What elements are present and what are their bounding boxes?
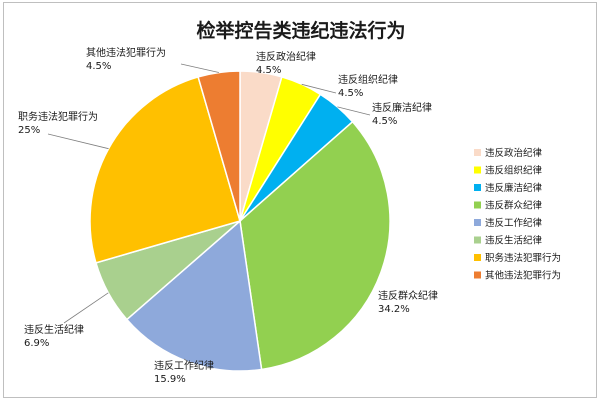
legend: 违反政治纪律违反组织纪律违反廉洁纪律违反群众纪律违反工作纪律违反生活纪律职务违法…: [474, 147, 561, 282]
legend-swatch: [474, 219, 481, 226]
legend-label: 违反群众纪律: [485, 200, 543, 212]
leader-lines: [47, 63, 371, 362]
data-label-value: 4.5%: [372, 116, 397, 127]
data-label-value: 15.9%: [154, 374, 186, 385]
legend-label: 其他违法犯罪行为: [485, 270, 561, 282]
legend-swatch: [474, 184, 481, 191]
data-labels: 违反政治纪律 4.5% 违反组织纪律 4.5% 违反廉洁纪律 4.5% 违反群众纪律 34.2…: [18, 46, 438, 385]
data-label-category: 违反工作纪律: [154, 359, 214, 372]
data-label-category: 违反生活纪律: [24, 323, 84, 336]
data-label-value: 6.9%: [24, 338, 49, 349]
legend-label: 违反工作纪律: [485, 217, 543, 229]
leader-line: [257, 71, 262, 73]
legend-swatch: [474, 236, 481, 244]
legend-label: 违反生活纪律: [485, 235, 543, 247]
pie-slices: [89, 70, 391, 372]
chart-title: 检举控告类违纪违法行为: [196, 19, 405, 42]
data-label-value: 34.2%: [378, 304, 410, 315]
leader-line: [337, 106, 371, 116]
data-label-category: 违反群众纪律: [378, 289, 438, 302]
legend-label: 违反组织纪律: [485, 165, 543, 177]
data-label-value: 4.5%: [86, 61, 111, 72]
legend-label: 职务违法犯罪行为: [485, 252, 561, 264]
legend-swatch: [474, 271, 481, 279]
leader-line: [180, 63, 219, 73]
data-label-category: 违反政治纪律: [256, 50, 316, 63]
leader-line: [47, 133, 109, 150]
data-label-value: 4.5%: [256, 65, 281, 76]
legend-swatch: [474, 254, 481, 261]
data-label-category: 违反组织纪律: [338, 73, 398, 86]
data-label-category: 其他违法犯罪行为: [86, 46, 166, 59]
data-label-value: 4.5%: [338, 88, 363, 99]
chart-frame: 检举控告类违纪违法行为 违反政治纪律 4.5% 违反组织纪律 4.5% 违反廉洁纪律 4.…: [3, 2, 597, 398]
leader-line: [183, 358, 189, 362]
data-label-category: 职务违法犯罪行为: [18, 110, 98, 123]
pie-slice: [239, 120, 391, 371]
legend-swatch: [474, 201, 481, 209]
legend-swatch: [474, 166, 481, 174]
data-label-category: 违反廉洁纪律: [372, 101, 432, 114]
leader-line: [63, 292, 109, 324]
data-label-value: 25%: [18, 125, 40, 136]
legend-label: 违反政治纪律: [485, 147, 543, 159]
leader-line: [301, 83, 337, 94]
pie-chart: 检举控告类违纪违法行为 违反政治纪律 4.5% 违反组织纪律 4.5% 违反廉洁纪律 4.…: [18, 19, 561, 385]
legend-swatch: [474, 149, 481, 156]
legend-label: 违反廉洁纪律: [485, 182, 543, 194]
